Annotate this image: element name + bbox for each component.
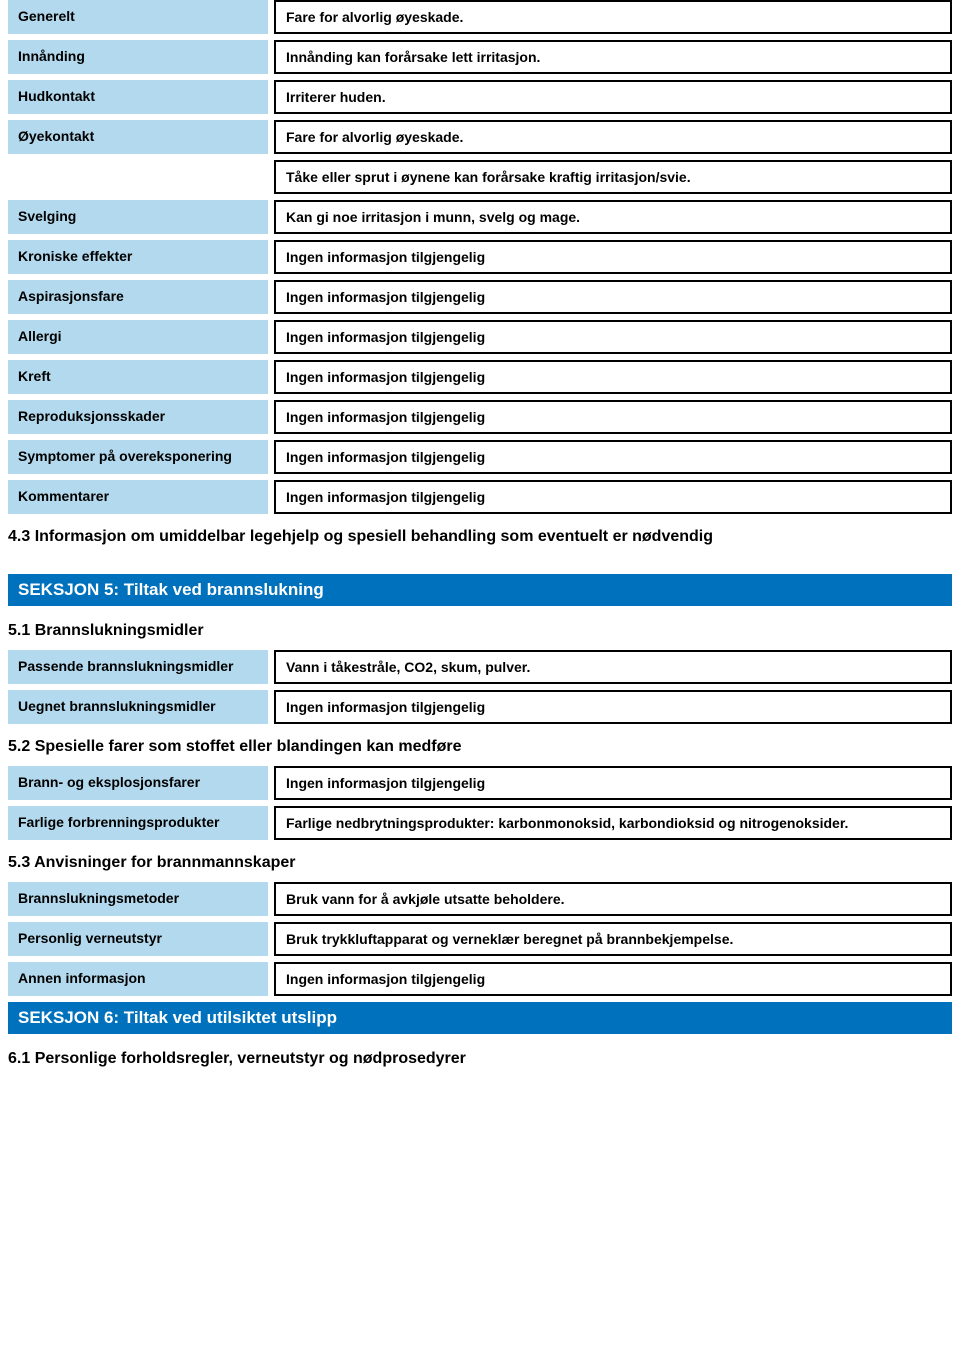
row-label: Generelt [8, 0, 268, 34]
row-label: Øyekontakt [8, 120, 268, 154]
row-label: Personlig verneutstyr [8, 922, 268, 956]
subsection-6-1: 6.1 Personlige forholdsregler, verneutst… [8, 1042, 952, 1078]
info-row: Øyekontakt Fare for alvorlig øyeskade. [8, 120, 952, 154]
info-row: Annen informasjon Ingen informasjon tilg… [8, 962, 952, 996]
info-row: Allergi Ingen informasjon tilgjengelig [8, 320, 952, 354]
info-row: Personlig verneutstyr Bruk trykkluftappa… [8, 922, 952, 956]
info-row: Svelging Kan gi noe irritasjon i munn, s… [8, 200, 952, 234]
row-label: Uegnet brannslukningsmidler [8, 690, 268, 724]
document-container: Generelt Fare for alvorlig øyeskade. Inn… [0, 0, 960, 1098]
info-row: Farlige forbrenningsprodukter Farlige ne… [8, 806, 952, 840]
row-label: Farlige forbrenningsprodukter [8, 806, 268, 840]
row-value: Bruk vann for å avkjøle utsatte beholder… [274, 882, 952, 916]
row-value: Ingen informasjon tilgjengelig [274, 480, 952, 514]
row-value: Ingen informasjon tilgjengelig [274, 320, 952, 354]
row-value: Innånding kan forårsake lett irritasjon. [274, 40, 952, 74]
row-value: Ingen informasjon tilgjengelig [274, 690, 952, 724]
row-value: Ingen informasjon tilgjengelig [274, 280, 952, 314]
info-row: Kreft Ingen informasjon tilgjengelig [8, 360, 952, 394]
row-value: Fare for alvorlig øyeskade. [274, 120, 952, 154]
row-label: Svelging [8, 200, 268, 234]
row-label: Kommentarer [8, 480, 268, 514]
row-value: Irriterer huden. [274, 80, 952, 114]
row-value: Ingen informasjon tilgjengelig [274, 400, 952, 434]
row-value: Ingen informasjon tilgjengelig [274, 440, 952, 474]
info-row: Hudkontakt Irriterer huden. [8, 80, 952, 114]
row-label: Hudkontakt [8, 80, 268, 114]
row-label: Kreft [8, 360, 268, 394]
row-value: Fare for alvorlig øyeskade. [274, 0, 952, 34]
info-row: Innånding Innånding kan forårsake lett i… [8, 40, 952, 74]
info-row: Uegnet brannslukningsmidler Ingen inform… [8, 690, 952, 724]
info-row: Symptomer på overeksponering Ingen infor… [8, 440, 952, 474]
row-label: Kroniske effekter [8, 240, 268, 274]
info-row: Generelt Fare for alvorlig øyeskade. [8, 0, 952, 34]
info-row-extra: Tåke eller sprut i øynene kan forårsake … [8, 160, 952, 194]
row-label: Innånding [8, 40, 268, 74]
info-row: Passende brannslukningsmidler Vann i tåk… [8, 650, 952, 684]
subsection-4-3: 4.3 Informasjon om umiddelbar legehjelp … [8, 520, 952, 556]
info-row: Brann- og eksplosjonsfarer Ingen informa… [8, 766, 952, 800]
row-value: Ingen informasjon tilgjengelig [274, 360, 952, 394]
info-row: Reproduksjonsskader Ingen informasjon ti… [8, 400, 952, 434]
row-label: Brannslukningsmetoder [8, 882, 268, 916]
subsection-5-1: 5.1 Brannslukningsmidler [8, 614, 952, 650]
row-value: Bruk trykkluftapparat og verneklær bereg… [274, 922, 952, 956]
row-value: Farlige nedbrytningsprodukter: karbonmon… [274, 806, 952, 840]
section-5-header: SEKSJON 5: Tiltak ved brannslukning [8, 574, 952, 606]
row-value: Ingen informasjon tilgjengelig [274, 240, 952, 274]
row-label: Annen informasjon [8, 962, 268, 996]
row-value: Kan gi noe irritasjon i munn, svelg og m… [274, 200, 952, 234]
info-row: Brannslukningsmetoder Bruk vann for å av… [8, 882, 952, 916]
info-row: Kommentarer Ingen informasjon tilgjengel… [8, 480, 952, 514]
subsection-5-2: 5.2 Spesielle farer som stoffet eller bl… [8, 730, 952, 766]
section-6-header: SEKSJON 6: Tiltak ved utilsiktet utslipp [8, 1002, 952, 1034]
row-value: Tåke eller sprut i øynene kan forårsake … [274, 160, 952, 194]
row-value: Vann i tåkestråle, CO2, skum, pulver. [274, 650, 952, 684]
row-label: Allergi [8, 320, 268, 354]
row-label: Passende brannslukningsmidler [8, 650, 268, 684]
info-row: Aspirasjonsfare Ingen informasjon tilgje… [8, 280, 952, 314]
row-label: Aspirasjonsfare [8, 280, 268, 314]
subsection-5-3: 5.3 Anvisninger for brannmannskaper [8, 846, 952, 882]
row-label: Brann- og eksplosjonsfarer [8, 766, 268, 800]
row-value: Ingen informasjon tilgjengelig [274, 766, 952, 800]
info-row: Kroniske effekter Ingen informasjon tilg… [8, 240, 952, 274]
row-label: Reproduksjonsskader [8, 400, 268, 434]
row-label: Symptomer på overeksponering [8, 440, 268, 474]
row-value: Ingen informasjon tilgjengelig [274, 962, 952, 996]
